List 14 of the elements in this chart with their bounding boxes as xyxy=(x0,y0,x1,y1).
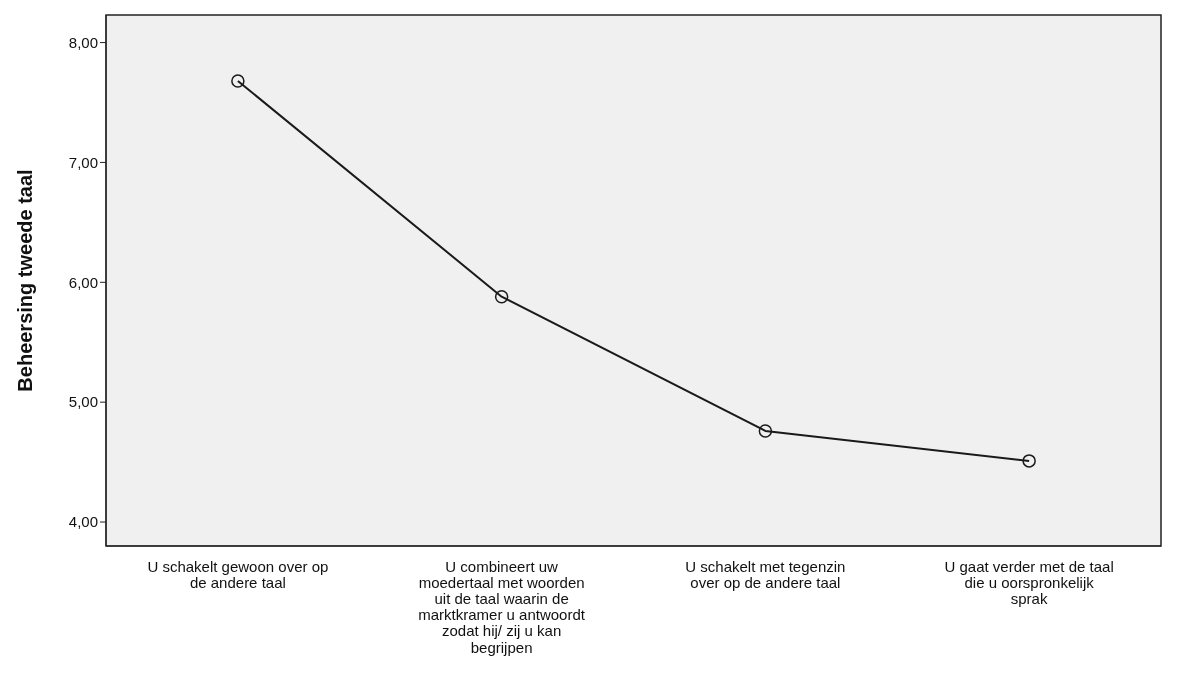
y-tick-label: 4,00 xyxy=(68,513,98,531)
point xyxy=(1022,454,1036,468)
y-tick-label: 7,00 xyxy=(68,153,98,171)
x-tick-label: U schakelt met tegenzin over op de andere taal xyxy=(685,557,846,591)
x-tick-label: U combineert uw moedertaal met woorden uit de taal waarin de marktkramer u antwoordt zodat hij/ zij u kan begrijpen xyxy=(418,557,586,656)
y-axis-title: Beheersing tweede taal xyxy=(14,169,37,392)
y-tick-label: 6,00 xyxy=(68,273,98,291)
point xyxy=(758,424,773,438)
point xyxy=(494,289,509,304)
y-tick-label: 5,00 xyxy=(68,393,98,411)
x-tick-label: U gaat verder met de taal die u oorspronkelijk sprak xyxy=(944,557,1114,607)
y-tick-label: 8,00 xyxy=(68,33,98,51)
x-tick-label: U schakelt gewoon over op de andere taal xyxy=(147,557,329,591)
point xyxy=(231,74,245,88)
